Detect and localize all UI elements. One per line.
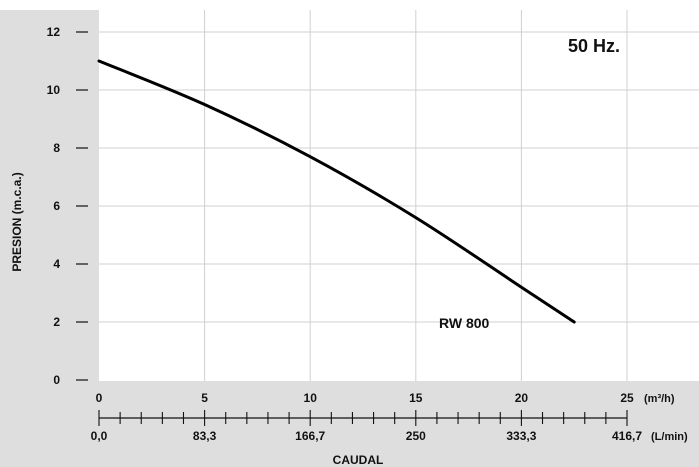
- x-tick-label-primary: 10: [304, 391, 318, 405]
- x-tick-label-primary: 20: [515, 391, 529, 405]
- x-unit-secondary: (L/min): [651, 431, 688, 443]
- x-tick-label-secondary: 333,3: [506, 429, 536, 443]
- x-tick-label-primary: 25: [620, 391, 634, 405]
- left-frame-panel: [0, 10, 99, 381]
- axes: 0 2 4 6 8 10 12 0 5 10 15 20 25 0,0 83,3 166,7 250 333,3 4…: [47, 25, 643, 443]
- y-tick-label: 2: [53, 315, 60, 329]
- x-tick-label-primary: 5: [201, 391, 208, 405]
- series-line-rw-800: [97, 59, 576, 324]
- y-tick-label: 12: [47, 25, 61, 39]
- x-tick-label-primary: 0: [96, 391, 103, 405]
- series: [97, 59, 576, 324]
- bottom-frame-panel: [0, 381, 699, 467]
- plot-area: [99, 10, 699, 381]
- y-tick-label: 10: [47, 83, 61, 97]
- y-axis-label: PRESION (m.c.a.): [10, 172, 24, 271]
- x-tick-label-secondary: 416,7: [612, 429, 642, 443]
- y-tick-label: 8: [53, 141, 60, 155]
- x-unit-primary: (m³/h): [644, 393, 675, 405]
- x-tick-label-secondary: 83,3: [193, 429, 217, 443]
- x-tick-label-secondary: 250: [406, 429, 426, 443]
- x-tick-label-secondary: 0,0: [91, 429, 108, 443]
- x-tick-label-secondary: 166,7: [295, 429, 325, 443]
- x-axis-label: CAUDAL: [333, 453, 384, 467]
- y-tick-label: 0: [53, 373, 60, 387]
- series-label: RW 800: [439, 315, 490, 331]
- x-tick-label-primary: 15: [409, 391, 423, 405]
- y-tick-label: 4: [53, 257, 60, 271]
- y-tick-label: 6: [53, 199, 60, 213]
- annotation-50hz: 50 Hz.: [568, 36, 620, 56]
